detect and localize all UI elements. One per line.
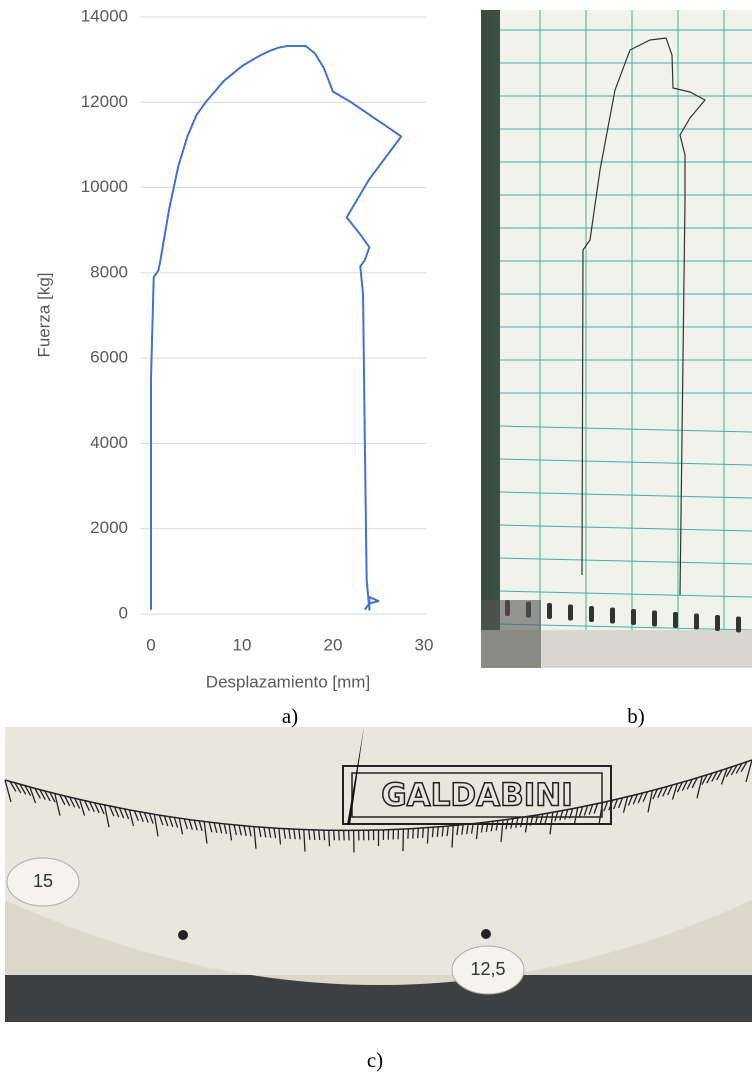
y-tick-label: 10000 <box>81 177 128 196</box>
x-tick-label: 10 <box>233 635 252 654</box>
dial-tick <box>344 830 345 840</box>
brand: GALDABINI <box>381 778 573 814</box>
paper-hole <box>715 615 720 631</box>
paper-hole <box>673 612 678 628</box>
dial-tick <box>339 830 340 840</box>
paper-hole <box>547 603 552 619</box>
dial-tick <box>423 828 424 838</box>
panel-label: a) <box>282 704 298 728</box>
y-tick-label: 12000 <box>81 92 128 111</box>
dial-tick <box>329 830 330 846</box>
y-tick-label: 14000 <box>81 6 128 25</box>
dial-tick <box>418 828 419 838</box>
paper-hole <box>568 605 573 621</box>
paper-hole <box>652 611 657 627</box>
y-tick-label: 2000 <box>90 518 128 537</box>
dial-label: 15 <box>33 871 53 891</box>
x-tick-label: 0 <box>146 635 155 654</box>
panel-label: b) <box>627 704 645 728</box>
photo-dial: GALDABINI 15 12,5 <box>5 727 752 1022</box>
data-line <box>151 46 401 610</box>
photo-chart-recorder <box>481 10 752 668</box>
x-tick-label: 20 <box>324 635 343 654</box>
y-tick-label: 0 <box>119 603 128 622</box>
chart-a: 0 2000 4000 6000 8000 10000 12000 14000 0 10 20 30 D… <box>34 6 433 691</box>
x-axis-label: Desplazamiento [mm] <box>206 672 370 691</box>
y-tick-label: 8000 <box>90 262 128 281</box>
x-tick-label: 30 <box>415 635 434 654</box>
panel-label: c) <box>367 1048 383 1072</box>
dial-tick <box>324 830 325 840</box>
paper-hole <box>589 606 594 622</box>
paper-hole <box>694 614 699 630</box>
paper-hole <box>736 617 741 633</box>
dial-tick <box>334 830 335 840</box>
dial-tick <box>432 827 433 837</box>
dial-label: 12,5 <box>470 959 505 979</box>
dial-tick <box>428 828 429 844</box>
paper-hole <box>610 608 615 624</box>
y-tick-label: 6000 <box>90 348 128 367</box>
dial-tick <box>413 829 414 839</box>
y-tick-label: 4000 <box>90 433 128 452</box>
paper-hole <box>631 609 636 625</box>
y-axis-label: Fuerza [kg] <box>34 272 53 357</box>
figure-svg: GALDABINI 15 12,5 a) b) c) 0 2000 4000 6000… <box>0 0 752 1078</box>
figure: GALDABINI 15 12,5 a) b) c) 0 2000 4000 6000… <box>0 0 752 1078</box>
